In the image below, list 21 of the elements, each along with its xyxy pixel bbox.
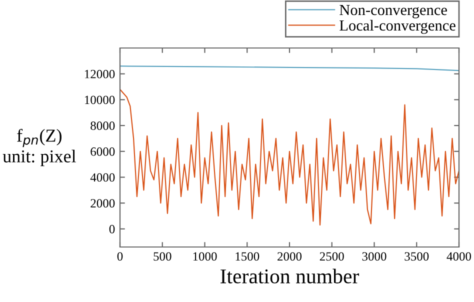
x-tick-label: 1000: [193, 252, 217, 261]
legend-label: Local-convergence: [340, 20, 456, 34]
x-tick-label: 1500: [236, 252, 260, 261]
x-tick-label: 500: [154, 252, 172, 261]
legend-label: Non-convergence: [340, 4, 447, 18]
y-axis-title: f$_{pn}$(Z) unit: pixel: [2, 128, 76, 166]
x-tick-label: 4000: [446, 252, 472, 261]
y-tick-label: 8000: [90, 122, 115, 130]
x-axis-title: Iteration number: [220, 268, 360, 284]
x-tick-label: 3500: [404, 252, 429, 261]
x-tick-label: 3000: [362, 252, 386, 261]
y-tick-label: 2000: [90, 199, 115, 208]
y-tick-label: 10000: [84, 96, 115, 104]
x-tick-label: 0: [117, 252, 123, 261]
line-series: [120, 88, 459, 226]
x-tick-label: 2000: [278, 252, 302, 261]
y-tick-label: 6000: [90, 147, 115, 156]
x-tick-label: 2500: [320, 252, 344, 261]
y-tick-label: 0: [109, 224, 115, 234]
y-tick-label: 12000: [84, 70, 115, 78]
y-tick-label: 4000: [90, 173, 115, 182]
